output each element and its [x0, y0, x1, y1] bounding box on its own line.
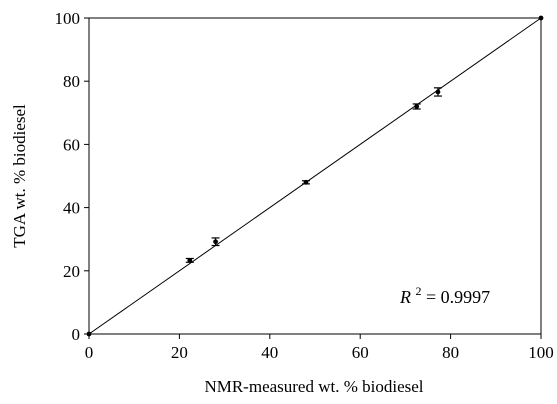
data-point	[187, 257, 193, 263]
r2-superscript: 2	[416, 284, 422, 298]
x-tick-label: 80	[442, 343, 459, 362]
plot-frame	[88, 17, 542, 335]
r2-value: = 0.9997	[426, 287, 490, 307]
data-point	[303, 179, 309, 185]
data-point	[435, 89, 441, 95]
y-tick-label: 60	[63, 135, 80, 154]
data-point	[86, 331, 92, 337]
x-tick-label: 60	[352, 343, 369, 362]
y-tick-label: 40	[63, 199, 80, 218]
data-point	[538, 15, 544, 21]
r-squared-annotation: R 2 = 0.9997	[399, 279, 490, 307]
y-tick-label: 20	[63, 262, 80, 281]
data-point	[414, 104, 420, 109]
x-tick-label: 0	[85, 343, 94, 362]
x-axis-title: NMR-measured wt. % biodiesel	[204, 377, 423, 396]
y-tick-label: 80	[63, 72, 80, 91]
r2-symbol: R	[399, 287, 411, 307]
x-tick-label: 100	[528, 343, 554, 362]
fit-line	[88, 17, 542, 335]
x-tick-label: 20	[171, 343, 188, 362]
plot-area: 0 20 40 60 80 100 0 20 40 60 80 100	[55, 9, 554, 362]
y-tick-label: 0	[72, 325, 81, 344]
y-axis-title: TGA wt. % biodiesel	[10, 104, 29, 248]
x-tick-label: 40	[261, 343, 278, 362]
data-point	[213, 239, 218, 245]
y-tick-label: 100	[55, 9, 81, 28]
